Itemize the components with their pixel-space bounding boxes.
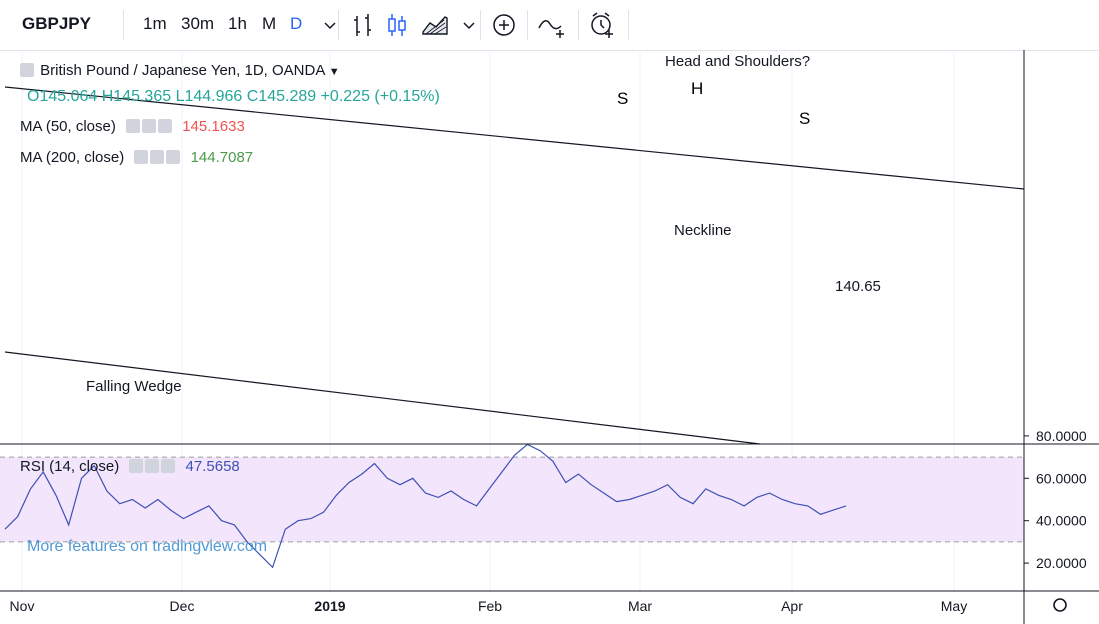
chevron-down-icon[interactable]: ▼ bbox=[328, 66, 340, 78]
wedge-upper-line bbox=[4, 86, 1025, 190]
toolbar-divider bbox=[578, 10, 579, 40]
interval-day[interactable]: D bbox=[290, 14, 303, 33]
rsi-legend: RSI (14, close) 47.5658 bbox=[20, 458, 240, 475]
wedge-lower-line bbox=[4, 351, 761, 445]
main-legend: British Pound / Japanese Yen, 1D, OANDA … bbox=[20, 62, 340, 79]
rsi-tick-label: 80.0000 bbox=[1036, 428, 1087, 444]
interval-30m[interactable]: 30m bbox=[181, 14, 215, 33]
time-tick-label: Feb bbox=[478, 598, 502, 614]
bar-style-icon[interactable] bbox=[346, 8, 380, 42]
rsi-tick-label: 20.0000 bbox=[1036, 555, 1087, 571]
settings-icon[interactable] bbox=[126, 118, 174, 135]
pattern-title: Head and Shoulders? bbox=[665, 53, 810, 70]
time-tick-label: May bbox=[941, 598, 967, 614]
ma200-legend: MA (200, close) 144.7087 bbox=[20, 149, 253, 166]
ma50-value: 145.1633 bbox=[182, 118, 245, 135]
time-tick-label: Apr bbox=[781, 598, 803, 614]
toolbar-divider bbox=[527, 10, 528, 40]
chevron-down-icon[interactable] bbox=[452, 8, 486, 42]
rsi-label: RSI (14, close) bbox=[20, 458, 120, 475]
symbol-search[interactable]: GBPJPY bbox=[22, 14, 91, 33]
alert-icon[interactable] bbox=[585, 8, 619, 42]
toolbar-divider bbox=[628, 10, 629, 40]
indicators-icon[interactable] bbox=[535, 8, 569, 42]
ma50-legend: MA (50, close) 145.1633 bbox=[20, 118, 245, 135]
right-shoulder-label: S bbox=[799, 109, 810, 128]
tradingview-watermark[interactable]: More features on tradingview.com bbox=[27, 538, 268, 555]
time-tick-label: Mar bbox=[628, 598, 652, 614]
interval-1m[interactable]: 1m bbox=[143, 14, 167, 33]
add-compare-icon[interactable] bbox=[487, 8, 521, 42]
candle-style-icon[interactable] bbox=[380, 8, 414, 42]
rsi-value: 47.5658 bbox=[185, 458, 240, 475]
head-label: H bbox=[691, 79, 703, 98]
rsi-line bbox=[4, 443, 847, 569]
ma200-value: 144.7087 bbox=[190, 149, 254, 166]
instrument-title: British Pound / Japanese Yen, 1D, OANDA bbox=[40, 62, 325, 79]
target-label: 140.65 bbox=[835, 278, 881, 295]
rsi-tick-label: 60.0000 bbox=[1036, 470, 1087, 486]
toolbar-divider bbox=[123, 10, 124, 40]
time-tick-label: Dec bbox=[170, 598, 195, 614]
toolbar-divider bbox=[338, 10, 339, 40]
interval-1h[interactable]: 1h bbox=[228, 14, 247, 33]
collapse-icon[interactable] bbox=[20, 63, 34, 77]
interval-month[interactable]: M bbox=[262, 14, 277, 33]
neckline-label: Neckline bbox=[674, 222, 732, 239]
toolbar-divider bbox=[480, 10, 481, 40]
ma200-label: MA (200, close) bbox=[20, 149, 125, 166]
rsi-tick-label: 40.0000 bbox=[1036, 513, 1087, 529]
left-shoulder-label: S bbox=[617, 89, 628, 108]
time-tick-label: 2019 bbox=[314, 598, 345, 614]
gear-icon bbox=[1053, 598, 1067, 612]
time-tick-label: Nov bbox=[10, 598, 35, 614]
wedge-label: Falling Wedge bbox=[86, 378, 182, 395]
top-toolbar: GBPJPY 1m 30m 1h M D bbox=[0, 0, 1099, 51]
chevron-down-icon[interactable] bbox=[313, 8, 347, 42]
ma50-label: MA (50, close) bbox=[20, 118, 116, 135]
settings-icon[interactable] bbox=[134, 149, 182, 166]
area-style-icon[interactable] bbox=[418, 8, 452, 42]
ohlc-values: O145.064 H145.365 L144.966 C145.289 +0.2… bbox=[27, 88, 440, 105]
settings-icon[interactable] bbox=[129, 458, 177, 475]
